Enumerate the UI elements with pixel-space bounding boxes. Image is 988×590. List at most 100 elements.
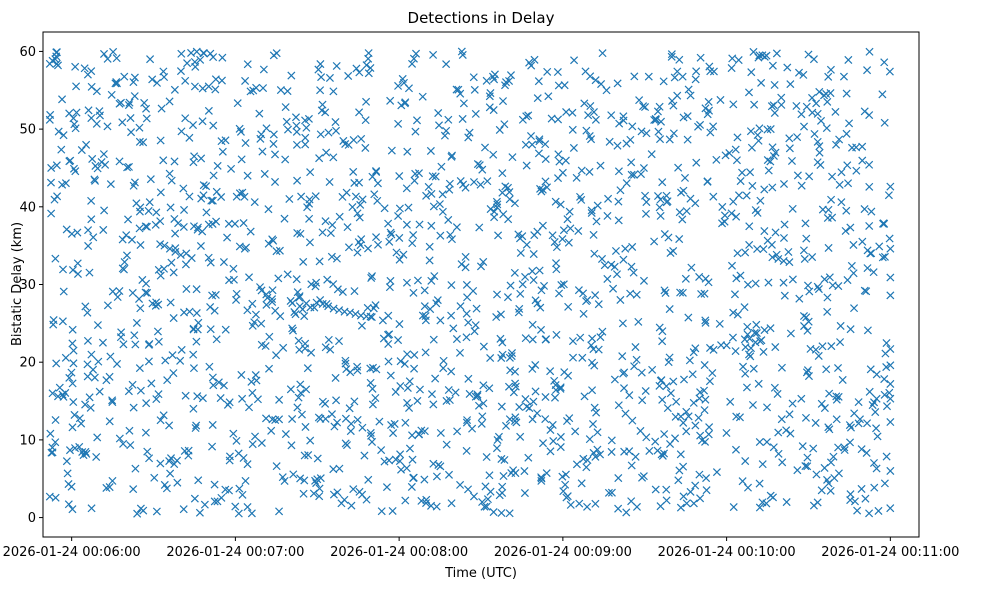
data-point bbox=[777, 363, 786, 372]
data-point bbox=[422, 191, 431, 200]
data-point bbox=[392, 248, 401, 257]
data-point bbox=[129, 485, 138, 494]
data-point bbox=[813, 109, 822, 118]
data-point bbox=[372, 365, 381, 374]
data-point bbox=[120, 72, 129, 81]
data-point bbox=[878, 253, 887, 262]
data-point bbox=[299, 257, 308, 266]
data-point bbox=[268, 415, 277, 424]
data-point bbox=[809, 444, 818, 453]
data-point bbox=[251, 370, 260, 380]
data-point bbox=[329, 304, 338, 313]
data-point bbox=[505, 188, 514, 197]
data-point bbox=[746, 168, 755, 177]
data-point bbox=[385, 237, 394, 246]
data-point bbox=[766, 491, 775, 500]
data-point bbox=[522, 112, 531, 121]
data-point bbox=[92, 452, 101, 462]
data-point bbox=[612, 270, 622, 279]
data-point bbox=[486, 205, 495, 214]
data-point bbox=[103, 54, 112, 63]
data-point bbox=[521, 140, 530, 149]
data-point bbox=[820, 275, 829, 284]
data-point bbox=[348, 202, 357, 212]
data-point bbox=[558, 234, 567, 244]
data-point bbox=[709, 67, 718, 76]
data-point bbox=[177, 127, 186, 136]
data-point bbox=[800, 254, 809, 263]
data-point bbox=[880, 479, 889, 488]
data-point bbox=[641, 103, 650, 112]
data-point bbox=[47, 163, 56, 172]
data-point bbox=[165, 169, 174, 178]
data-point bbox=[463, 293, 472, 302]
data-point bbox=[73, 269, 82, 278]
data-point bbox=[880, 390, 889, 399]
data-point bbox=[760, 326, 769, 335]
data-point bbox=[751, 279, 760, 288]
data-point bbox=[80, 64, 89, 73]
data-point bbox=[272, 462, 281, 471]
data-point bbox=[642, 198, 651, 207]
data-point bbox=[156, 188, 165, 197]
data-point bbox=[197, 154, 206, 163]
data-point bbox=[621, 409, 630, 418]
data-point bbox=[497, 508, 506, 518]
data-point bbox=[655, 102, 664, 111]
data-point bbox=[871, 408, 880, 417]
data-point bbox=[471, 321, 480, 330]
data-point bbox=[322, 299, 331, 309]
data-point bbox=[514, 230, 523, 239]
data-point bbox=[528, 335, 537, 344]
data-point bbox=[316, 60, 325, 69]
data-point bbox=[738, 168, 747, 177]
data-point bbox=[653, 191, 663, 201]
data-point bbox=[541, 415, 550, 424]
data-point bbox=[217, 493, 226, 502]
data-point bbox=[428, 172, 437, 181]
data-point bbox=[179, 184, 188, 193]
data-point bbox=[865, 387, 874, 396]
data-point bbox=[210, 497, 219, 506]
data-point bbox=[420, 302, 429, 311]
data-point bbox=[551, 197, 560, 206]
data-point bbox=[154, 337, 163, 346]
data-point bbox=[793, 466, 802, 475]
data-point bbox=[614, 216, 623, 225]
data-point bbox=[629, 268, 638, 277]
data-point bbox=[462, 418, 471, 427]
data-point bbox=[463, 416, 472, 425]
data-point bbox=[301, 422, 310, 431]
data-point bbox=[603, 211, 612, 220]
data-point bbox=[142, 279, 151, 288]
data-point bbox=[863, 66, 872, 75]
data-point bbox=[568, 125, 577, 134]
data-point bbox=[832, 392, 841, 401]
data-point bbox=[90, 373, 99, 382]
data-point bbox=[106, 352, 115, 361]
data-point bbox=[544, 92, 553, 101]
data-point bbox=[286, 385, 295, 394]
data-point bbox=[674, 476, 683, 485]
data-point bbox=[809, 501, 818, 510]
data-point bbox=[830, 474, 839, 483]
data-point bbox=[843, 276, 852, 285]
data-point bbox=[323, 275, 332, 284]
data-point bbox=[533, 94, 542, 103]
data-point bbox=[106, 180, 115, 189]
data-point bbox=[427, 221, 436, 230]
data-point bbox=[353, 248, 362, 257]
y-tick-label: 30 bbox=[19, 278, 36, 293]
data-point bbox=[156, 136, 165, 145]
data-point bbox=[650, 237, 659, 246]
data-point bbox=[857, 445, 866, 454]
data-point bbox=[505, 195, 514, 204]
data-point bbox=[607, 111, 616, 120]
data-point bbox=[189, 350, 198, 359]
data-point bbox=[349, 136, 358, 145]
data-point bbox=[355, 68, 364, 77]
data-point bbox=[808, 93, 817, 102]
data-point bbox=[457, 47, 466, 56]
data-point bbox=[47, 448, 56, 457]
data-point bbox=[464, 318, 473, 327]
